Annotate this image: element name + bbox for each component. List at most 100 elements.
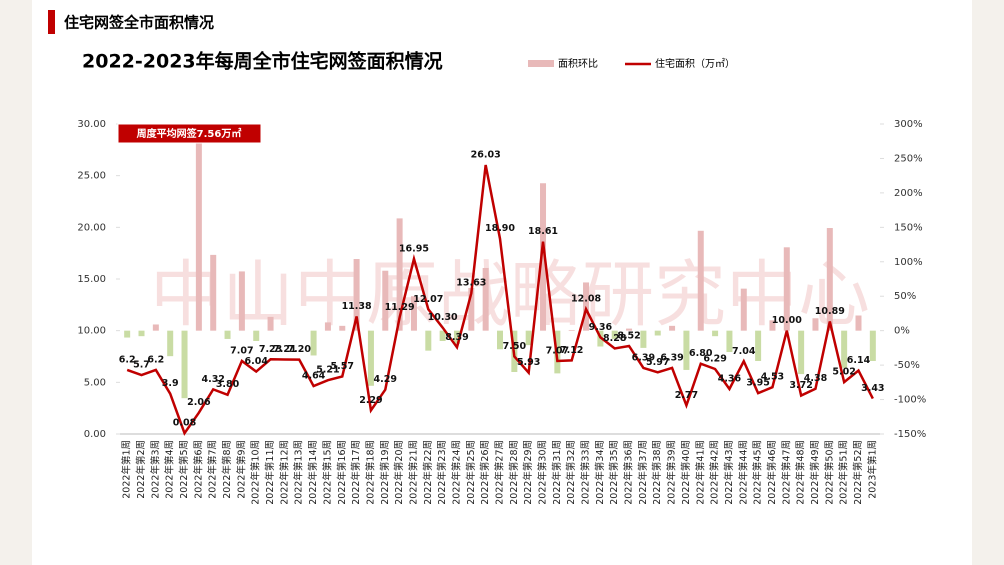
x-tick-label: 2022年第51周: [838, 440, 850, 505]
data-label: 3.43: [861, 383, 884, 394]
x-tick-label: 2022年第32周: [565, 440, 577, 505]
x-tick-label: 2022年第21周: [407, 440, 419, 505]
bar: [210, 254, 217, 331]
data-label: 9.36: [589, 322, 613, 333]
x-tick-label: 2022年第52周: [852, 440, 864, 505]
bar: [568, 329, 575, 331]
x-tick-label: 2022年第7周: [207, 440, 219, 499]
bar: [869, 330, 876, 361]
x-tick-label: 2022年第19周: [379, 440, 391, 505]
data-label: 4.29: [374, 374, 397, 385]
bar: [138, 330, 145, 337]
data-label: 7.12: [560, 345, 583, 356]
x-tick-label: 2022年第25周: [465, 440, 477, 505]
y2-tick-label: 150%: [894, 222, 923, 233]
annotation: 周度平均网签7.56万㎡: [137, 127, 242, 140]
data-label: 12.07: [413, 294, 443, 305]
bar: [611, 330, 618, 339]
x-tick-label: 2022年第16周: [336, 440, 348, 505]
data-label: 3.95: [746, 378, 769, 389]
y2-tick-label: 100%: [894, 257, 923, 268]
x-tick-label: 2022年第30周: [537, 440, 549, 505]
data-label: 11.29: [385, 302, 415, 313]
data-label: 10.00: [772, 315, 802, 326]
bar: [468, 287, 475, 331]
bar: [697, 230, 704, 331]
data-label: 7.21: [273, 344, 296, 355]
data-label: 2.06: [187, 397, 211, 408]
data-label: 4.64: [302, 371, 326, 382]
x-tick-label: 2022年第13周: [293, 440, 305, 505]
bar: [669, 325, 676, 331]
data-label: 6.2: [119, 354, 136, 365]
data-label: 11.38: [342, 301, 372, 312]
data-label: 6.80: [689, 348, 713, 359]
y2-tick-label: -50%: [894, 360, 920, 371]
x-tick-label: 2022年第42周: [709, 440, 721, 505]
data-label: 8.28: [603, 333, 627, 344]
y2-tick-label: -150%: [894, 429, 926, 440]
x-tick-label: 2022年第37周: [637, 440, 649, 505]
y-tick-label: 25.00: [77, 171, 106, 182]
x-tick-label: 2022年第12周: [278, 440, 290, 505]
line: [126, 164, 874, 436]
data-label: 6.39: [660, 352, 683, 363]
bar: [267, 316, 274, 331]
bar: [740, 288, 747, 331]
y2-tick-label: 0%: [894, 326, 910, 337]
data-label: 5.97: [646, 357, 669, 368]
bar: [253, 330, 260, 341]
x-tick-label: 2023年第1周: [866, 440, 878, 499]
bar: [525, 330, 532, 346]
data-label: 6.04: [244, 356, 268, 367]
data-label: 2.29: [359, 395, 382, 406]
data-label: 0.08: [173, 418, 197, 429]
x-tick-label: 2022年第26周: [479, 440, 491, 505]
panel: [32, 0, 972, 565]
bar: [310, 330, 317, 356]
bar: [855, 315, 862, 331]
x-tick-label: 2022年第24周: [450, 440, 462, 505]
x-tick-label: 2022年第41周: [694, 440, 706, 505]
y-tick-label: 5.00: [84, 377, 106, 388]
data-label: 6.2: [147, 354, 164, 365]
bar: [425, 330, 432, 351]
y2-tick-label: 50%: [894, 291, 916, 302]
data-label: 5.02: [832, 367, 855, 378]
legend-label: 住宅面积（万㎡）: [655, 57, 735, 70]
data-label: 6.29: [703, 354, 726, 365]
bar: [324, 322, 331, 331]
bar: [367, 330, 374, 386]
x-tick-label: 2022年第3周: [149, 440, 161, 499]
bar: [195, 124, 202, 331]
data-label: 7.50: [503, 341, 527, 352]
bar: [826, 228, 833, 331]
data-label: 7.07: [546, 345, 569, 356]
data-label: 16.95: [399, 243, 429, 254]
bar: [755, 330, 762, 361]
data-label: 4.32: [201, 374, 224, 385]
data-label: 12.08: [571, 294, 601, 305]
x-tick-label: 2022年第46周: [766, 440, 778, 505]
x-tick-label: 2022年第9周: [235, 440, 247, 499]
bar: [382, 270, 389, 331]
bar: [540, 183, 547, 331]
y2-tick-label: 200%: [894, 188, 923, 199]
bar: [152, 324, 159, 331]
x-tick-label: 2022年第8周: [221, 440, 233, 499]
data-label: 2.77: [675, 390, 698, 401]
x-tick-label: 2022年第40周: [680, 440, 692, 505]
bar: [683, 330, 690, 370]
y2-tick-label: 250%: [894, 153, 923, 164]
x-tick-label: 2022年第31周: [551, 440, 563, 505]
data-label: 3.80: [216, 379, 240, 390]
bar: [339, 325, 346, 331]
bar: [410, 296, 417, 331]
data-label: 26.03: [471, 150, 501, 161]
bar: [181, 330, 188, 399]
x-tick-label: 2022年第47周: [780, 440, 792, 505]
y-tick-label: 20.00: [77, 222, 106, 233]
data-label: 3.9: [162, 378, 179, 389]
y-tick-label: 30.00: [77, 119, 106, 130]
